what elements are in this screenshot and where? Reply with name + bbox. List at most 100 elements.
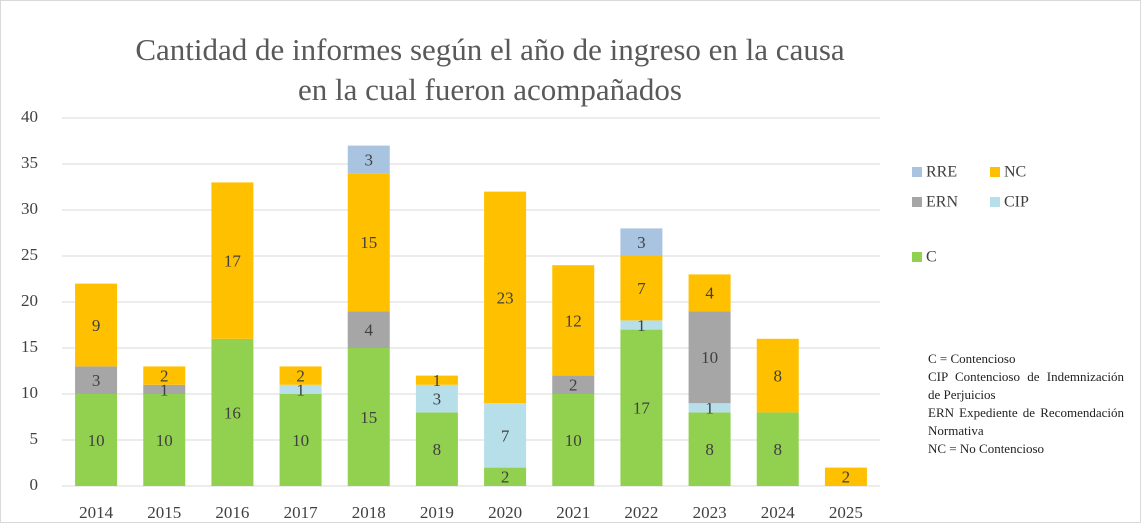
bar-segment: [484, 191, 527, 404]
bar-segment: [688, 274, 731, 312]
bar-segment: [75, 394, 118, 486]
data-label: 4: [365, 321, 374, 340]
data-label: 4: [705, 284, 714, 303]
bar-segment: [688, 311, 731, 404]
legend-swatch: [990, 197, 1000, 207]
bar-segment: [484, 403, 527, 468]
bar-segment: [620, 228, 663, 256]
data-label: 2: [501, 468, 510, 487]
data-label: 16: [224, 403, 241, 422]
bar-segment: [347, 173, 390, 312]
y-tick-label: 15: [21, 337, 38, 356]
data-label: 8: [433, 440, 442, 459]
legend-label: ERN: [926, 194, 958, 211]
data-label: 15: [360, 408, 377, 427]
annotation: NC = No Contencioso: [928, 441, 1045, 456]
bar-segment: [620, 320, 663, 330]
x-tick-label: 2017: [284, 503, 319, 522]
legend-swatch: [912, 252, 922, 262]
legend-swatch: [912, 197, 922, 207]
bar-segment: [688, 412, 731, 486]
data-label: 1: [296, 380, 305, 399]
bar-segment: [415, 384, 458, 413]
x-tick-label: 2023: [693, 503, 727, 522]
y-tick-label: 5: [30, 429, 39, 448]
bar-segment: [143, 366, 186, 385]
y-tick-label: 0: [30, 475, 39, 494]
data-label: 12: [565, 311, 582, 330]
data-label: 7: [501, 426, 510, 445]
x-tick-label: 2021: [556, 503, 590, 522]
data-label: 10: [701, 348, 718, 367]
legend-label: CIP: [1004, 194, 1029, 211]
bar-segment: [211, 182, 254, 339]
bar-segment: [688, 403, 731, 413]
bar-segment: [552, 265, 595, 376]
bar-segment: [484, 467, 527, 486]
chart-title: Cantidad de informes según el año de ing…: [135, 32, 845, 107]
x-tick-label: 2019: [420, 503, 454, 522]
bar-segment: [75, 283, 118, 367]
x-tick-label: 2016: [215, 503, 249, 522]
data-label: 8: [774, 367, 783, 386]
data-label: 10: [156, 431, 173, 450]
bar-segment: [824, 467, 867, 486]
bar-segment: [279, 394, 322, 486]
bar-segment: [756, 338, 799, 413]
y-tick-label: 35: [21, 153, 38, 172]
legend-label: NC: [1004, 164, 1026, 181]
bar-segment: [75, 366, 118, 394]
data-label: 1: [637, 316, 646, 335]
y-tick-label: 10: [21, 383, 38, 402]
annotations: C = Contencioso CIP Contencioso de Indemn…: [928, 350, 1124, 458]
legend-label: C: [926, 249, 937, 266]
y-tick-label: 20: [21, 291, 38, 310]
data-label: 2: [296, 367, 305, 386]
bar-segment: [347, 348, 390, 486]
x-tick-label: 2025: [829, 503, 863, 522]
x-tick-label: 2014: [79, 503, 114, 522]
data-label: 1: [705, 399, 714, 418]
y-tick-label: 40: [21, 107, 38, 126]
data-label: 17: [224, 252, 242, 271]
data-label: 17: [633, 399, 651, 418]
data-label: 1: [160, 380, 169, 399]
data-label: 2: [569, 376, 578, 395]
annotation: CIP Contencioso de Indemnización de Perj…: [928, 369, 1124, 402]
bar-segment: [279, 366, 322, 385]
data-label: 8: [705, 440, 714, 459]
bar-segment: [620, 329, 663, 486]
bar-segment: [552, 375, 595, 394]
data-label: 2: [842, 468, 851, 487]
annotation: ERN Expediente de Recomendación Normativ…: [928, 405, 1124, 438]
data-label: 9: [92, 316, 101, 335]
bar-segment: [211, 338, 254, 486]
data-label: 8: [774, 440, 783, 459]
bar-segment: [143, 394, 186, 486]
legend-label: RRE: [926, 164, 957, 181]
data-label: 2: [160, 367, 169, 386]
annotation: C = Contencioso: [928, 351, 1016, 366]
data-label: 3: [365, 150, 374, 169]
y-tick-label: 30: [21, 199, 38, 218]
x-tick-label: 2022: [624, 503, 658, 522]
bar-segment: [415, 375, 458, 385]
bar-segment: [347, 311, 390, 348]
data-label: 10: [292, 431, 309, 450]
bar-segment: [620, 256, 663, 321]
data-label: 7: [637, 279, 646, 298]
x-tick-label: 2015: [147, 503, 181, 522]
data-label: 1: [433, 371, 442, 390]
y-tick-label: 25: [21, 245, 38, 264]
bar-segment: [347, 145, 390, 174]
bar-segment: [415, 412, 458, 486]
bar-segment: [756, 412, 799, 486]
bar-segment: [552, 394, 595, 486]
x-tick-label: 2024: [761, 503, 796, 522]
x-tick-label: 2018: [352, 503, 386, 522]
data-label: 23: [497, 288, 514, 307]
data-label: 10: [565, 431, 582, 450]
data-label: 3: [637, 233, 646, 252]
